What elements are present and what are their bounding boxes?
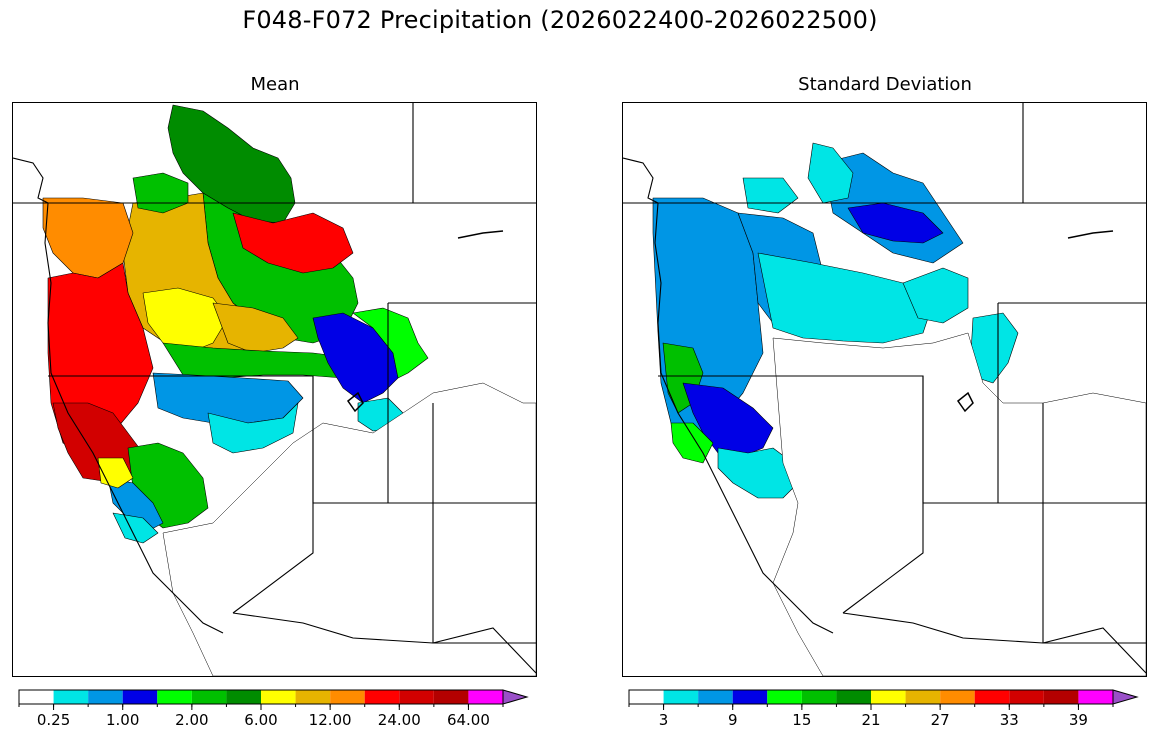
mean-colorbar-tick-label: 12.00: [309, 711, 352, 729]
great-salt-lake: [956, 391, 974, 413]
stddev-colorbar: 3 9 15 21 27 33 39: [628, 684, 1148, 734]
stddev-colorbar-segment: [698, 690, 733, 704]
map-blank-southwest: [162, 382, 536, 676]
map-region-sierra: [717, 447, 799, 499]
mean-colorbar: 0.25 1.00 2.00 6.00 12.00 24.00 64.00: [18, 684, 538, 734]
stddev-colorbar-segment: [1078, 690, 1113, 704]
mean-colorbar-segment: [330, 690, 365, 704]
mean-colorbar-tick-label: 0.25: [37, 711, 70, 729]
stddev-colorbar-segment: [1009, 690, 1044, 704]
map-region-canada-north: [807, 142, 854, 204]
mean-colorbar-segment: [122, 690, 158, 704]
stddev-colorbar-tick-label: 3: [659, 711, 669, 729]
mean-colorbar-tick-label: 1.00: [106, 711, 139, 729]
stddev-colorbar-segment: [732, 690, 768, 704]
main-title: F048-F072 Precipitation (2026022400-2026…: [242, 6, 878, 34]
map-region-eastern-flank: [352, 307, 429, 379]
stddev-map: [622, 102, 1147, 677]
state-border-montana: [412, 103, 536, 204]
pacific-coastline: [13, 157, 224, 634]
map-region-columbia-basin: [757, 252, 934, 344]
stddev-colorbar-tick-label: 15: [792, 711, 811, 729]
stddev-colorbar-segment: [1043, 690, 1079, 704]
mean-map-svg: [13, 103, 536, 676]
mean-colorbar-segment: [226, 690, 261, 704]
map-region-northwest-cap: [742, 177, 799, 214]
stddev-colorbar-tick-label: 9: [728, 711, 738, 729]
stddev-colorbar-tick-label: 27: [931, 711, 950, 729]
map-region-montana-core: [847, 202, 944, 244]
mean-colorbar-extend-arrow: [502, 689, 529, 705]
mean-colorbar-segment: [433, 690, 469, 704]
stddev-panel-title: Standard Deviation: [798, 74, 972, 95]
stddev-colorbar-segment: [629, 690, 664, 704]
lake-1: [457, 230, 504, 239]
map-region-bay-area: [112, 512, 159, 544]
stddev-colorbar-segment: [767, 690, 802, 704]
map-region-northeast-idaho: [902, 267, 969, 324]
mean-colorbar-segment: [261, 690, 296, 704]
stddev-colorbar-segment: [905, 690, 941, 704]
map-region-upper-snake: [312, 312, 399, 404]
stddev-colorbar-segment: [801, 690, 837, 704]
stddev-colorbar-segment: [836, 690, 871, 704]
map-region-central-valley: [107, 477, 164, 532]
great-salt-lake: [346, 391, 364, 413]
stddev-colorbar-tick-label: 21: [861, 711, 880, 729]
stddev-colorbar-tick-label: 33: [1000, 711, 1019, 729]
mean-colorbar-segment: [468, 690, 503, 704]
map-region-northern-nevada: [152, 372, 304, 424]
stddev-colorbar-segment: [871, 690, 906, 704]
stddev-colorbar-segment: [974, 690, 1010, 704]
mean-panel-title: Mean: [250, 74, 300, 95]
pacific-coastline: [623, 157, 834, 634]
mean-colorbar-segment: [53, 690, 89, 704]
lake-1: [1067, 230, 1114, 239]
stddev-colorbar-tick-label: 39: [1069, 711, 1088, 729]
mean-colorbar-segment: [364, 690, 400, 704]
map-region-humboldt: [207, 402, 299, 454]
stddev-colorbar-segment: [663, 690, 699, 704]
mean-map: [12, 102, 537, 677]
stddev-colorbar-extend-arrow: [1112, 689, 1139, 705]
mean-colorbar-segment: [399, 690, 434, 704]
stddev-colorbar-segment: [940, 690, 975, 704]
mean-colorbar-segment: [19, 690, 54, 704]
mean-colorbar-segment: [88, 690, 123, 704]
mean-colorbar-svg: 0.25 1.00 2.00 6.00 12.00 24.00 64.00: [18, 689, 529, 729]
mean-colorbar-segment: [191, 690, 227, 704]
state-border-nv: [842, 376, 924, 614]
mean-colorbar-tick-label: 64.00: [447, 711, 490, 729]
map-region-central-oregon: [142, 287, 229, 354]
state-border-nv: [232, 376, 314, 614]
map-blank-interior: [772, 332, 1146, 676]
mean-colorbar-segment: [295, 690, 331, 704]
map-region-blue-mountains: [212, 302, 299, 354]
mexico-border: [842, 612, 1146, 674]
state-border-montana: [1022, 103, 1146, 204]
map-region-north-idaho: [232, 212, 354, 274]
mean-colorbar-segment: [157, 690, 192, 704]
stddev-map-svg: [623, 103, 1146, 676]
mean-colorbar-tick-label: 24.00: [378, 711, 421, 729]
mean-colorbar-tick-label: 6.00: [244, 711, 277, 729]
stddev-colorbar-svg: 3 9 15 21 27 33 39: [628, 689, 1139, 729]
mexico-border: [232, 612, 536, 674]
mean-colorbar-tick-label: 2.00: [175, 711, 208, 729]
